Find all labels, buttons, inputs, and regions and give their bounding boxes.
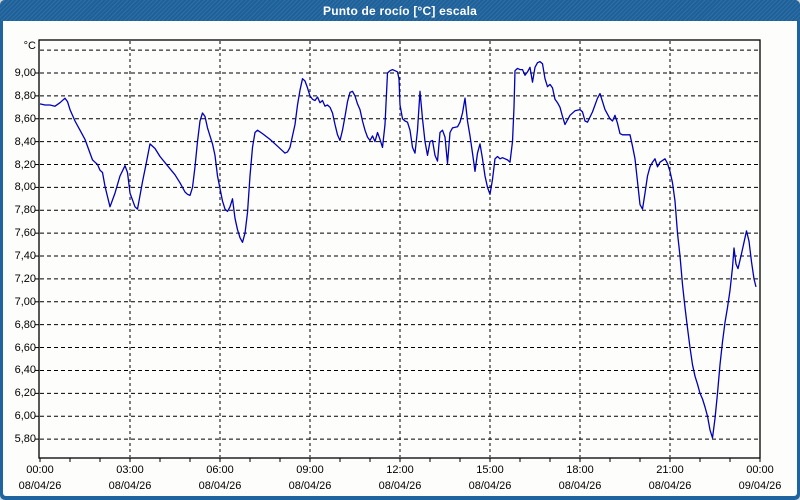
y-tick-label: 6,80 [14,318,36,331]
y-tick-label: 7,00 [14,295,36,308]
y-tick-label: 7,60 [14,227,36,240]
y-tick-label: 6,40 [14,364,36,377]
y-tick-label: 8,20 [14,158,36,171]
x-tick-date-label: 08/04/26 [648,480,692,492]
x-tick-date-label: 08/04/26 [108,480,152,492]
x-tick-time-label: 15:00 [476,464,504,476]
x-tick-time-label: 21:00 [656,464,684,476]
y-tick-label: 5,80 [14,433,36,446]
y-axis-unit-label: °C [23,40,36,52]
y-tick-label: 6,60 [14,341,36,354]
x-tick-time-label: 12:00 [386,464,414,476]
x-tick-time-label: 00:00 [26,464,54,476]
y-tick-label: 7,20 [14,272,36,285]
x-tick-date-label: 08/04/26 [18,480,62,492]
x-tick-time-label: 09:00 [296,464,324,476]
x-tick-date-label: 08/04/26 [378,480,422,492]
y-tick-label: 9,00 [14,67,36,79]
plot-border [38,39,761,459]
y-tick-label: 8,00 [14,181,36,194]
x-tick-time-label: 00:00 [746,464,774,476]
x-tick-date-label: 09/04/26 [738,480,782,492]
title-bar[interactable]: Punto de rocío [°C] escala [0,0,800,21]
x-tick-date-label: 08/04/26 [558,480,602,492]
x-tick-time-label: 03:00 [116,464,144,476]
y-tick-label: 8,80 [14,89,36,102]
y-tick-label: 8,60 [14,112,36,125]
y-tick-label: 7,40 [14,250,36,263]
x-tick-date-label: 08/04/26 [288,480,332,492]
dewpoint-series-line [39,60,757,439]
x-tick-date-label: 08/04/26 [468,480,512,492]
y-tick-label: 8,40 [14,135,36,148]
x-tick-time-label: 18:00 [566,464,594,476]
x-tick-time-label: 06:00 [206,464,234,476]
y-tick-label: 6,00 [14,410,36,423]
y-tick-label: 7,80 [14,204,36,217]
x-tick-date-label: 08/04/26 [198,480,242,492]
y-tick-label: 6,20 [14,387,36,400]
chart-title: Punto de rocío [°C] escala [322,3,478,18]
